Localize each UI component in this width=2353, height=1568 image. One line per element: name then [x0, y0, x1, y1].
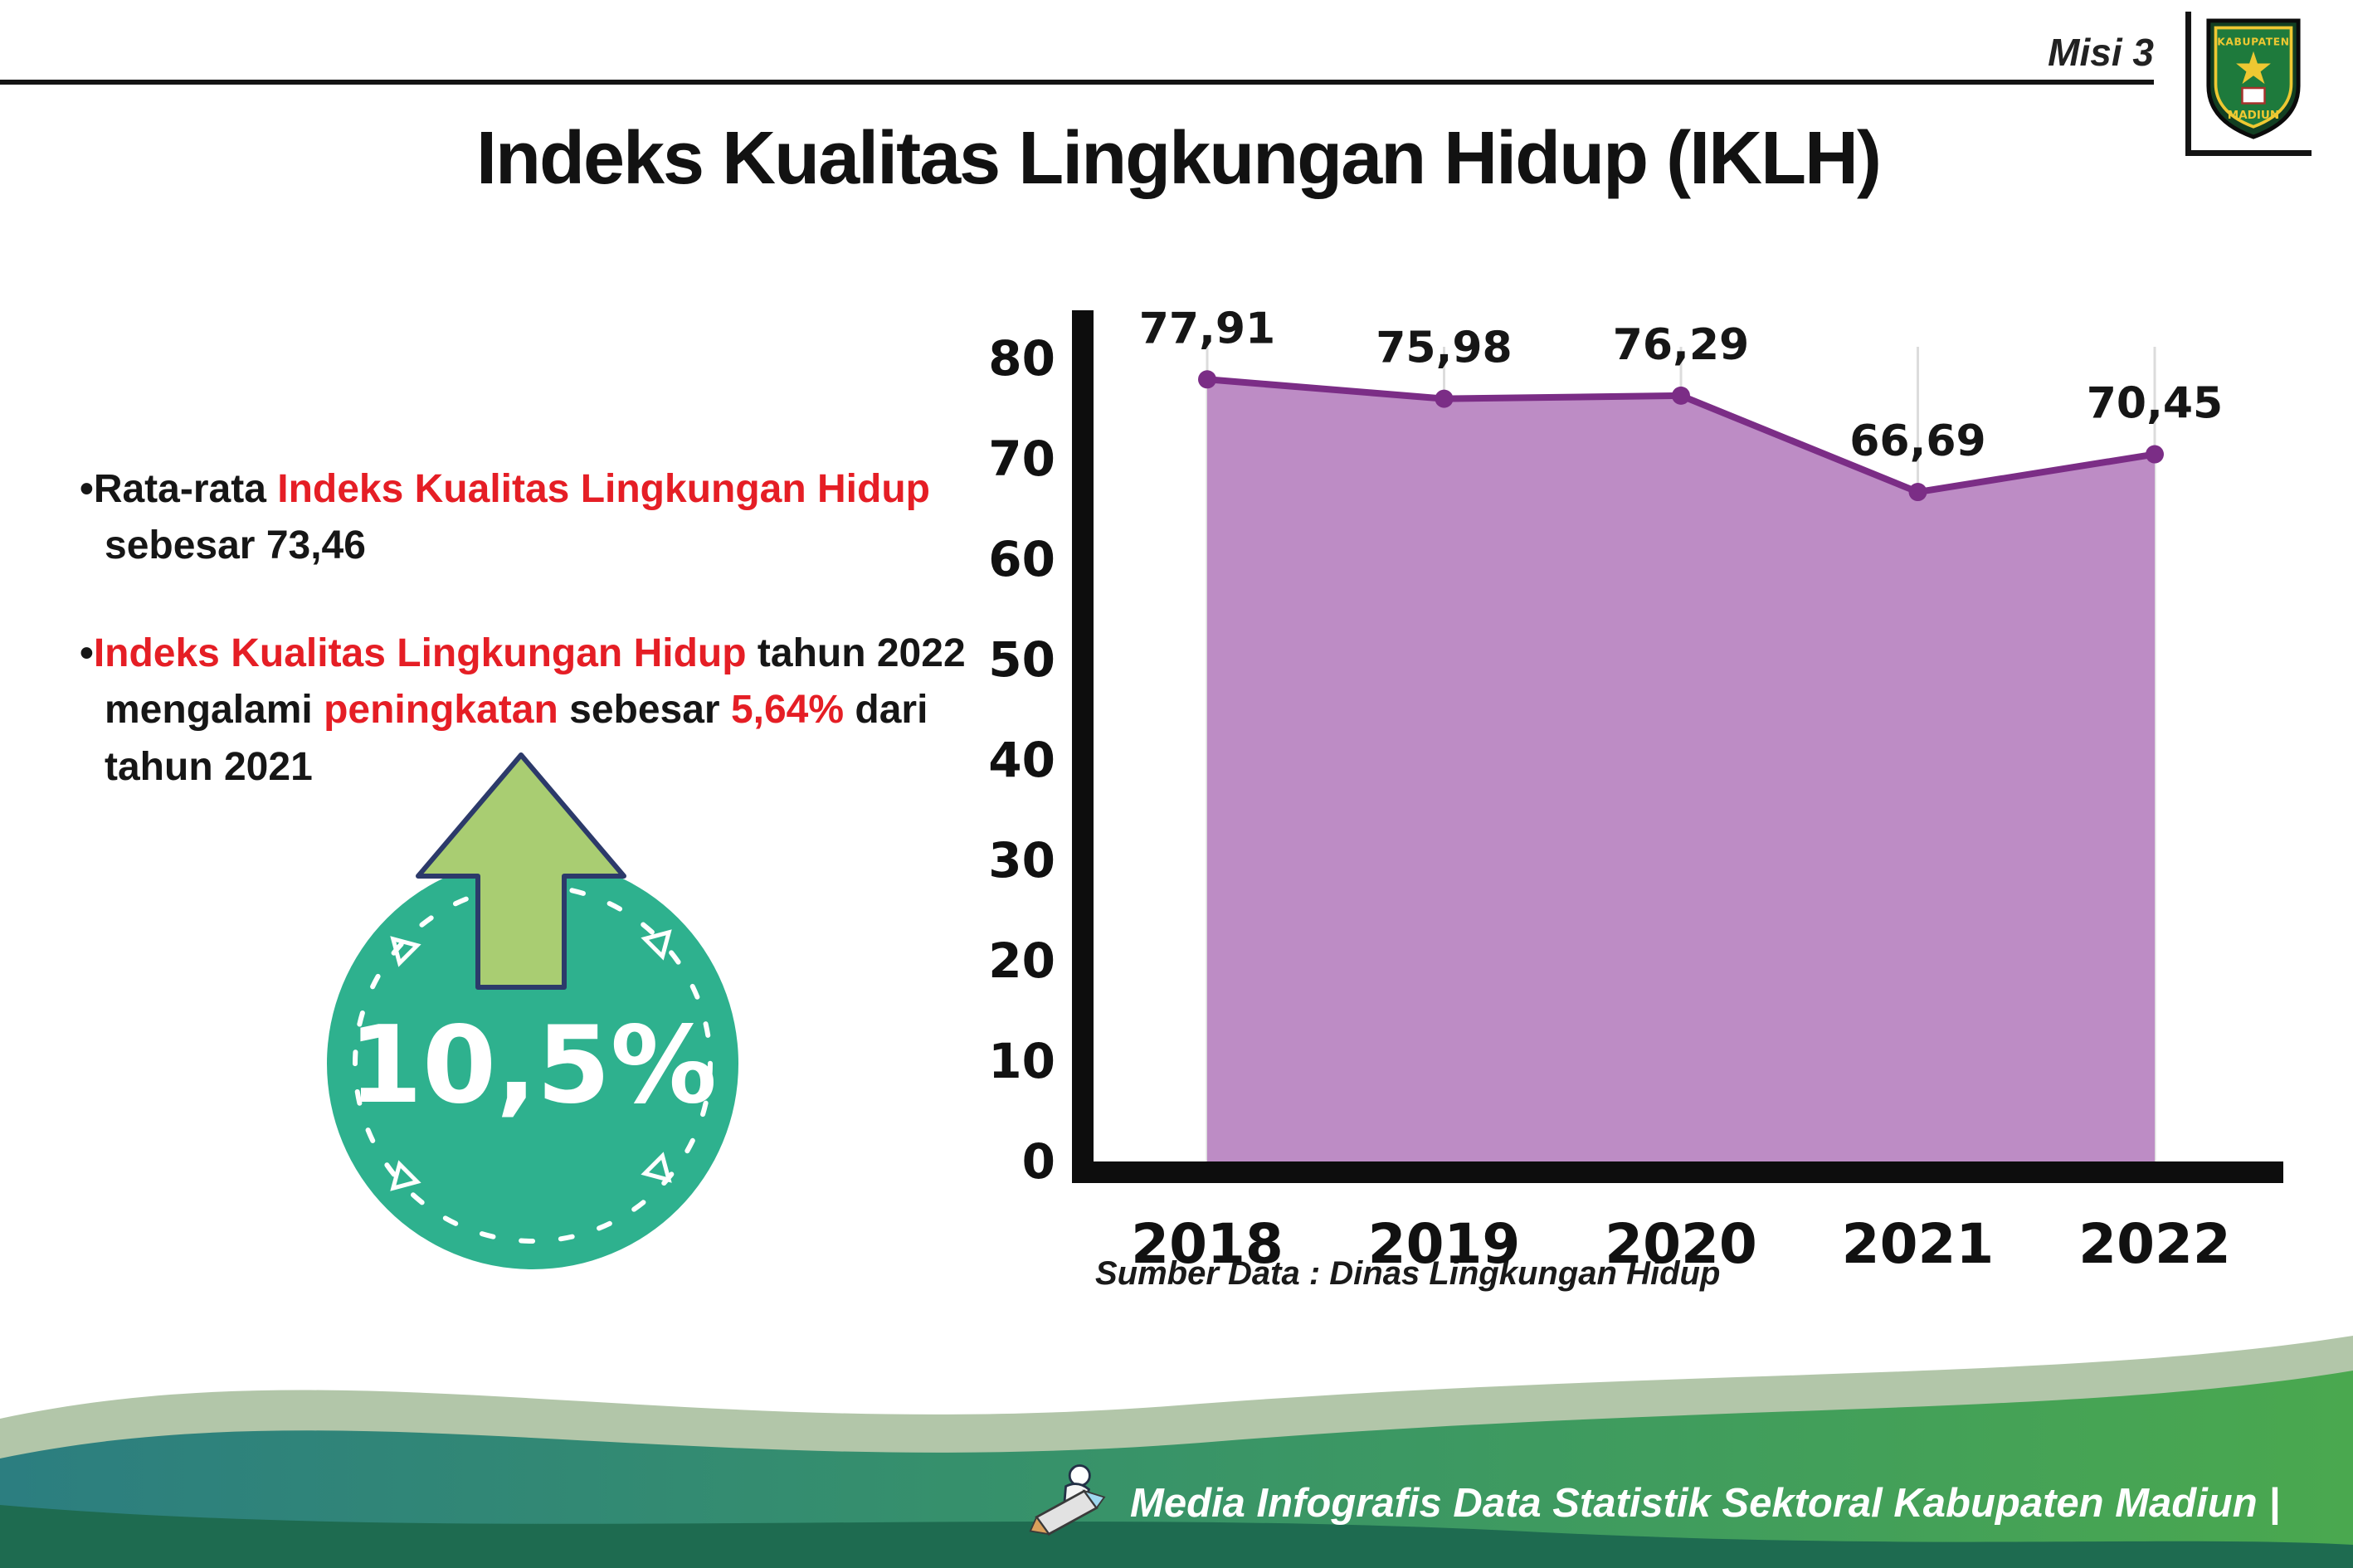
svg-text:77,91: 77,91 — [1139, 304, 1275, 353]
bullet-dot: • — [80, 467, 94, 511]
crest-icon: KABUPATEN MADIUN — [2205, 18, 2301, 139]
badge-circle — [327, 858, 738, 1269]
misi-label: Misi 3 — [2048, 31, 2154, 74]
text-segment-highlight: Indeks Kualitas Lingkungan Hidup — [277, 467, 930, 511]
text-segment: sebesar 73,46 — [105, 523, 366, 568]
svg-text:2019: 2019 — [1368, 1212, 1521, 1276]
bullet-increase-2022: •Indeks Kualitas Lingkungan Hidup tahun … — [80, 626, 972, 795]
crest-top-text: KABUPATEN — [2217, 36, 2289, 47]
svg-text:70: 70 — [988, 431, 1055, 487]
text-segment-highlight: 5,64% — [730, 688, 845, 733]
bullet-dot: • — [80, 631, 94, 676]
growth-badge: 10,5% — [327, 752, 738, 1269]
svg-text:60: 60 — [988, 531, 1055, 587]
text-segment-highlight: Indeks Kualitas Lingkungan Hidup — [93, 631, 747, 676]
footer-wave-decoration — [0, 1336, 2353, 1568]
mascot-icon — [1029, 1464, 1106, 1536]
svg-text:10: 10 — [988, 1033, 1055, 1089]
svg-text:75,98: 75,98 — [1376, 324, 1512, 373]
text-segment: dari tahun 2021 — [105, 688, 928, 789]
svg-text:2020: 2020 — [1605, 1212, 1757, 1276]
page-title: Indeks Kualitas Lingkungan Hidup (IKLH) — [475, 117, 1882, 200]
svg-text:70,45: 70,45 — [2087, 379, 2223, 429]
svg-text:40: 40 — [988, 732, 1055, 788]
text-segment-highlight: peningkatan — [324, 688, 558, 733]
summary-bullets: •Rata-rata Indeks Kualitas Lingkungan Hi… — [80, 461, 972, 847]
svg-text:30: 30 — [988, 832, 1055, 889]
decorative-triangles — [390, 929, 672, 1191]
badge-value: 10,5% — [348, 1004, 717, 1127]
svg-text:2021: 2021 — [1842, 1212, 1995, 1276]
text-segment: sebesar — [558, 688, 731, 733]
svg-text:76,29: 76,29 — [1613, 320, 1749, 370]
svg-text:2022: 2022 — [2078, 1212, 2231, 1276]
svg-text:0: 0 — [1022, 1133, 1055, 1190]
text-segment: tahun 2022 mengalami — [105, 631, 966, 733]
footer-credit-text: Media Infografis Data Statistik Sektoral… — [1130, 1481, 2280, 1526]
kabupaten-madiun-logo: KABUPATEN MADIUN — [2185, 12, 2312, 156]
header-divider — [0, 80, 2154, 85]
svg-text:2018: 2018 — [1131, 1212, 1284, 1276]
svg-text:20: 20 — [988, 933, 1055, 989]
crest-bottom-text: MADIUN — [2227, 109, 2278, 122]
footer-credit: Media Infografis Data Statistik Sektoral… — [1029, 1460, 2280, 1546]
svg-text:50: 50 — [988, 631, 1055, 688]
svg-text:80: 80 — [988, 330, 1055, 387]
text-segment: Rata-rata — [93, 467, 278, 511]
svg-text:66,69: 66,69 — [1849, 416, 1985, 466]
iklh-area-chart: Sumber Data : Dinas Lingkungan Hidup 77,… — [988, 304, 2283, 1292]
bullet-average-iklh: •Rata-rata Indeks Kualitas Lingkungan Hi… — [80, 461, 972, 574]
up-arrow-icon — [416, 752, 626, 990]
chart-source-label: Sumber Data : Dinas Lingkungan Hidup — [1095, 1255, 1720, 1292]
